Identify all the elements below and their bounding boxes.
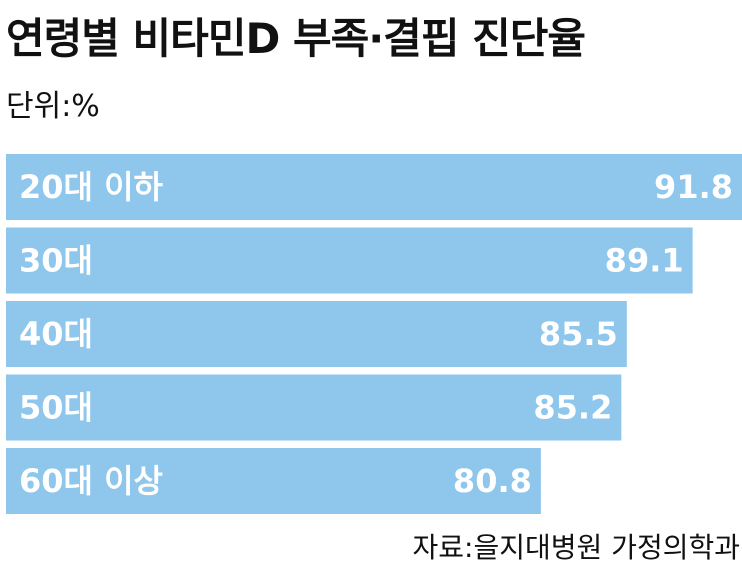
source-note: 자료:을지대병원 가정의학과 bbox=[412, 531, 740, 564]
bar-2 bbox=[6, 227, 693, 294]
value-label: 91.8 bbox=[654, 168, 733, 206]
category-label: 60대 이상 bbox=[19, 462, 163, 500]
bar-4 bbox=[6, 374, 622, 441]
value-label: 80.8 bbox=[453, 462, 532, 500]
bar-1 bbox=[6, 154, 742, 220]
category-label: 50대 bbox=[19, 389, 93, 427]
category-label: 30대 bbox=[19, 242, 93, 280]
category-label: 40대 bbox=[19, 315, 93, 353]
value-label: 85.5 bbox=[539, 315, 618, 353]
value-label: 85.2 bbox=[533, 389, 612, 427]
bar-3 bbox=[6, 301, 627, 367]
chart-title: 연령별 비타민D 부족·결핍 진단율 bbox=[6, 14, 586, 63]
unit-label: 단위:% bbox=[6, 89, 100, 124]
value-label: 89.1 bbox=[605, 242, 684, 280]
category-label: 20대 이하 bbox=[19, 168, 164, 206]
bar-5 bbox=[6, 448, 541, 514]
